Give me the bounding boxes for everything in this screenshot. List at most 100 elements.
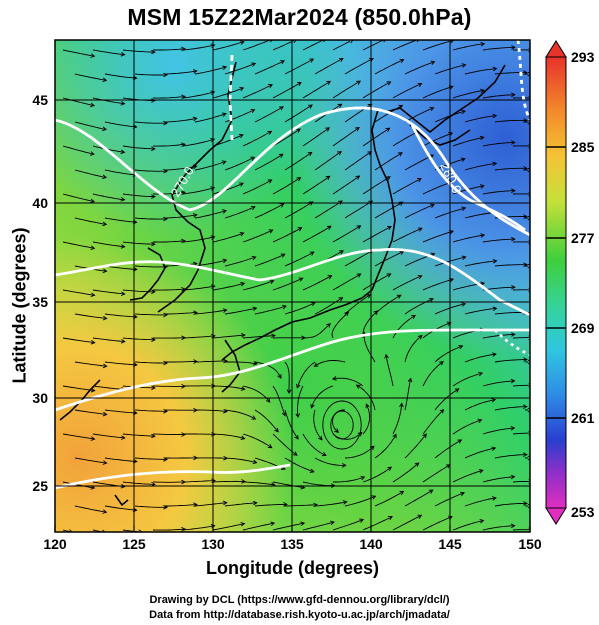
- streamline-arrowhead: [429, 203, 435, 208]
- streamline-arrowhead: [523, 166, 528, 171]
- streamline: [332, 273, 361, 291]
- streamline-arrowhead: [250, 156, 256, 161]
- streamline-arrowhead: [510, 332, 516, 337]
- streamline: [212, 282, 245, 291]
- x-tick-label: 145: [438, 536, 462, 552]
- streamline-arrowhead: [102, 509, 108, 514]
- streamline-arrowhead: [357, 431, 363, 437]
- streamline: [153, 288, 186, 291]
- streamline-arrowhead: [338, 297, 344, 302]
- streamline: [242, 522, 275, 531]
- streamline-arrowhead: [252, 459, 258, 465]
- streamline-arrowhead: [181, 46, 186, 52]
- streamline-arrowhead: [429, 106, 435, 112]
- streamline: [134, 169, 168, 172]
- streamline-arrowhead: [309, 251, 315, 256]
- streamline-arrowhead: [510, 474, 516, 480]
- streamline: [494, 406, 527, 411]
- streamline-arrowhead: [461, 109, 467, 115]
- streamline: [242, 481, 275, 486]
- y-tick-label: 40: [32, 195, 48, 211]
- streamline-arrowhead: [523, 70, 528, 75]
- streamline: [392, 514, 422, 531]
- streamline-arrowhead: [492, 352, 497, 357]
- streamline-arrowhead: [385, 127, 391, 133]
- streamline-arrowhead: [268, 84, 273, 89]
- streamline: [344, 445, 375, 459]
- streamline-arrowhead: [151, 146, 156, 152]
- streamline: [344, 151, 372, 171]
- streamline: [164, 117, 197, 123]
- streamline: [482, 141, 515, 147]
- streamline-arrowhead: [221, 112, 227, 117]
- streamline-arrowhead: [239, 182, 244, 187]
- streamline: [452, 89, 485, 99]
- streamline: [404, 298, 434, 315]
- streamline-arrowhead: [151, 49, 156, 55]
- streamline: [104, 313, 137, 318]
- streamline-arrowhead: [460, 157, 466, 162]
- streamline: [284, 457, 314, 473]
- streamline-arrowhead: [478, 371, 483, 377]
- streamline: [422, 516, 453, 531]
- streamline-arrowhead: [102, 268, 108, 274]
- streamline-arrowhead: [310, 403, 315, 409]
- streamline: [284, 152, 312, 171]
- streamline: [194, 113, 227, 123]
- streamline-arrowhead: [411, 314, 416, 320]
- streamline-arrowhead: [439, 361, 444, 366]
- streamline: [74, 361, 107, 367]
- streamline: [212, 334, 245, 339]
- streamline: [242, 179, 272, 195]
- y-tick-label: 35: [32, 294, 48, 310]
- streamline-arrowhead: [480, 233, 486, 238]
- streamline: [344, 58, 374, 75]
- streamline-arrowhead: [480, 88, 485, 94]
- streamline-arrowhead: [523, 501, 528, 506]
- streamline-arrowhead: [120, 101, 126, 106]
- colorbar-max-arrow: [545, 40, 567, 58]
- streamline: [164, 165, 197, 171]
- streamline: [512, 384, 529, 387]
- streamline-arrowhead: [355, 126, 360, 132]
- streamline: [494, 454, 527, 459]
- streamline-arrowhead: [250, 205, 256, 211]
- streamline-arrowhead: [280, 253, 286, 258]
- streamline-arrowhead: [192, 69, 198, 74]
- streamline: [212, 433, 245, 440]
- streamline: [122, 433, 155, 437]
- streamline: [392, 315, 416, 339]
- streamline: [272, 40, 294, 51]
- streamline: [224, 256, 256, 267]
- streamline: [152, 433, 185, 435]
- streamline-arrowhead: [398, 104, 404, 110]
- streamline-arrowhead: [429, 297, 434, 303]
- streamline: [272, 481, 305, 489]
- streamline: [404, 107, 434, 123]
- streamline-arrowhead: [491, 398, 497, 403]
- streamline-arrowhead: [387, 466, 392, 471]
- streamline-arrowhead: [523, 262, 528, 267]
- streamline-arrowhead: [341, 463, 347, 468]
- streamline-arrowhead: [280, 60, 286, 65]
- streamline-arrowhead: [416, 40, 420, 43]
- streamline-arrowhead: [269, 279, 275, 285]
- streamline-arrowhead: [222, 500, 228, 506]
- streamline-arrowhead: [511, 284, 516, 290]
- streamline: [422, 85, 453, 99]
- streamline: [92, 289, 125, 295]
- streamline: [224, 307, 257, 315]
- streamline: [152, 191, 185, 195]
- streamline: [165, 503, 197, 507]
- streamline-arrowhead: [238, 133, 244, 139]
- streamline-arrowhead: [210, 137, 216, 143]
- streamline-arrowhead: [385, 176, 391, 181]
- streamline-arrowhead: [457, 439, 463, 444]
- streamline: [254, 503, 287, 507]
- streamline-arrowhead: [527, 71, 530, 77]
- streamline: [494, 167, 527, 171]
- streamline: [74, 505, 107, 513]
- streamline-arrowhead: [239, 232, 245, 237]
- streamline: [182, 236, 215, 243]
- streamline: [332, 40, 351, 51]
